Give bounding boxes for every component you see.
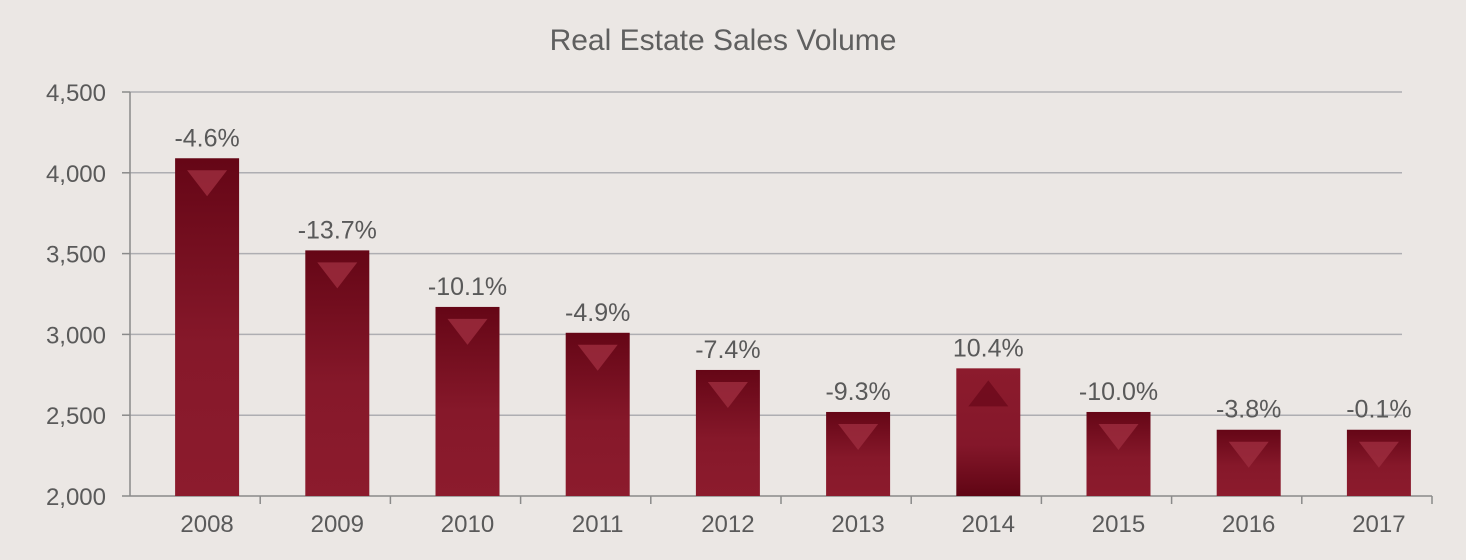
y-tick-label: 2,000 [46,484,106,511]
triangle-down-icon [838,423,879,450]
x-tick-label: 2009 [311,511,364,538]
triangle-down-icon [1358,441,1399,468]
y-tick-label: 4,500 [46,80,106,107]
x-tick-label: 2008 [180,511,233,538]
x-tick-label: 2012 [701,511,754,538]
triangle-down-icon [187,170,228,197]
x-tick-label: 2011 [572,511,624,538]
bar-2009 [305,250,370,496]
y-tick-label: 4,000 [46,161,106,188]
triangle-down-icon [447,318,488,345]
data-label-2011: -4.9% [565,299,630,327]
x-tick-label: 2015 [1092,511,1145,538]
x-tick-label: 2010 [441,511,494,538]
data-label-2008: -4.6% [174,124,239,152]
y-tick-label: 3,000 [46,322,106,349]
triangle-up-icon [968,380,1009,407]
triangle-down-icon [577,344,618,371]
data-label-2017: -0.1% [1346,396,1411,424]
data-label-2015: -10.0% [1079,378,1158,406]
y-tick-label: 3,500 [46,242,106,269]
data-label-2014: 10.4% [953,334,1024,362]
triangle-down-icon [317,262,358,289]
data-label-2009: -13.7% [298,216,377,244]
triangle-down-icon [1098,423,1139,450]
triangle-down-icon [1228,441,1269,468]
x-tick-label: 2013 [831,511,884,538]
chart-title: Real Estate Sales Volume [549,24,897,57]
x-tick-label: 2017 [1352,511,1405,538]
y-tick-label: 2,500 [46,403,106,430]
data-label-2010: -10.1% [428,273,507,301]
data-label-2013: -9.3% [825,378,890,406]
triangle-down-icon [707,381,748,408]
bar-2008 [175,158,240,497]
x-tick-label: 2016 [1222,511,1275,538]
data-label-2012: -7.4% [695,336,760,364]
x-tick-label: 2014 [962,511,1015,538]
data-label-2016: -3.8% [1216,396,1281,424]
